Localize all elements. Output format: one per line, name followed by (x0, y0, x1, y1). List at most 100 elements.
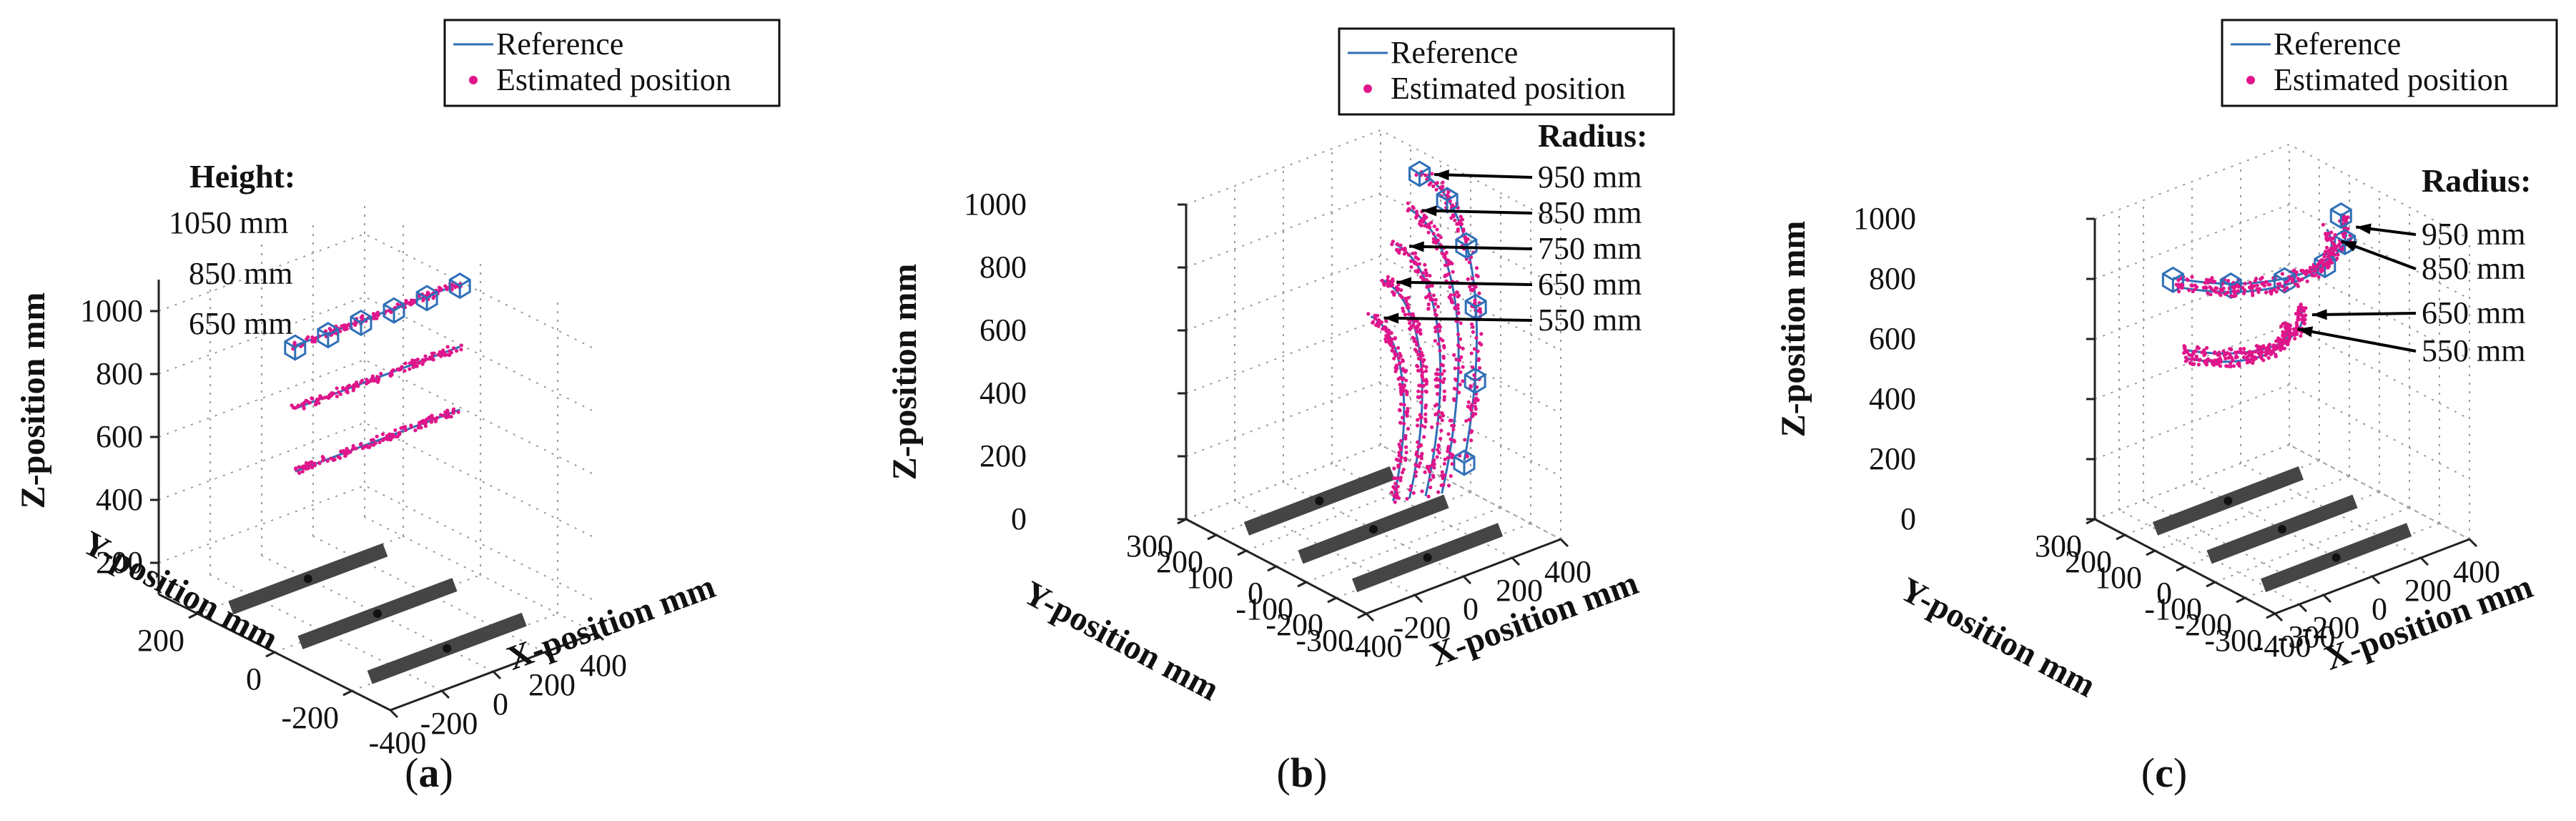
estimated-point (1435, 392, 1440, 396)
y-tick-label: 0 (246, 662, 262, 697)
estimated-point (1421, 353, 1425, 358)
estimated-point (1472, 347, 1476, 351)
estimated-point (2324, 232, 2328, 237)
x-tick-label: 400 (2453, 554, 2500, 589)
estimated-point (1430, 172, 1434, 176)
estimated-point (2209, 292, 2213, 297)
estimated-point (1414, 210, 1419, 214)
estimated-point (1432, 224, 1436, 229)
estimated-point (1449, 260, 1453, 265)
estimated-point (1398, 478, 1403, 483)
estimated-point (2188, 360, 2192, 365)
estimated-point (1449, 299, 1454, 303)
estimated-point (1386, 278, 1390, 282)
y-tick-label: -200 (2174, 607, 2232, 642)
estimated-point (2203, 280, 2207, 285)
y-tick-label: 200 (2065, 544, 2112, 579)
annotation-label: 550 mm (1538, 303, 1642, 338)
estimated-point (1386, 328, 1391, 333)
estimated-point (1441, 380, 1446, 385)
z-tick-label: 1000 (1853, 201, 1916, 236)
estimated-point (2314, 265, 2319, 269)
estimated-point (1398, 354, 1403, 358)
estimated-point (1458, 222, 1462, 227)
estimated-point (2226, 279, 2231, 283)
annotation-group-c: Radius: 950 mm 850 mm 650 mm 550 mm (2422, 162, 2531, 368)
estimated-point (2310, 273, 2314, 277)
estimated-point (1423, 470, 1427, 474)
estimated-point (1425, 285, 1429, 289)
estimated-point (2286, 343, 2290, 347)
estimated-point (1431, 475, 1436, 479)
estimated-point (2267, 350, 2271, 354)
estimated-point (1423, 425, 1427, 429)
estimated-point (2331, 245, 2336, 250)
estimated-point (1424, 365, 1428, 369)
estimated-point (1438, 337, 1443, 341)
pose-marker (2329, 202, 2352, 230)
estimated-point (1471, 414, 1475, 418)
z-tick-label: 800 (1869, 261, 1916, 296)
annotation-label: 650 mm (2422, 295, 2525, 330)
estimated-point (1400, 416, 1405, 420)
estimated-point (1479, 343, 1484, 347)
y-tick-label: 100 (1186, 560, 1233, 595)
estimated-point (359, 380, 363, 385)
estimated-point (2318, 260, 2322, 265)
estimated-point (2174, 282, 2178, 287)
estimated-point (1396, 476, 1400, 481)
estimated-point (1382, 282, 1386, 287)
estimated-point (2206, 358, 2210, 362)
estimated-point (2299, 268, 2304, 272)
estimated-point (1416, 395, 1421, 400)
x-tick (2419, 556, 2429, 566)
grid-line (1185, 318, 1561, 414)
estimated-point (1390, 242, 1394, 247)
estimated-point (1467, 260, 1472, 265)
estimated-point (2333, 232, 2337, 237)
estimated-point (1419, 223, 1423, 227)
estimated-point (1433, 325, 1438, 330)
estimated-point (1421, 378, 1426, 383)
panel-label-letter: c (2155, 749, 2173, 796)
estimated-point (2256, 290, 2261, 295)
estimated-point (1411, 491, 1416, 495)
estimated-point (1431, 232, 1436, 236)
estimated-point (2266, 282, 2271, 287)
estimated-point (1470, 365, 1475, 370)
estimated-point (342, 328, 347, 332)
estimated-point (1423, 262, 1427, 267)
x-tick (1413, 594, 1423, 604)
estimated-point (1451, 270, 1455, 274)
x-tick (492, 670, 502, 680)
estimated-point (1398, 476, 1403, 480)
estimated-point (2219, 287, 2223, 292)
estimated-point (1418, 461, 1422, 466)
estimated-point (2253, 350, 2257, 354)
estimated-point (1421, 220, 1425, 224)
y-tick (1267, 565, 1277, 572)
estimated-point (1416, 389, 1421, 393)
estimated-point (1446, 456, 1450, 460)
estimated-point (1446, 446, 1451, 451)
estimated-point (2249, 286, 2253, 290)
estimated-point (1419, 415, 1423, 420)
grid-line (1185, 444, 1381, 520)
estimated-point (2226, 355, 2231, 360)
x-tick (1365, 612, 1375, 622)
estimated-point (310, 340, 315, 344)
estimated-point (2274, 339, 2279, 343)
estimated-point (2255, 283, 2259, 287)
grid-line (1245, 476, 1441, 551)
estimated-point (1439, 428, 1444, 433)
estimated-point (375, 375, 380, 379)
estimated-point (1406, 295, 1411, 300)
estimated-point (1436, 233, 1441, 237)
estimated-point (2326, 255, 2330, 259)
estimated-point (1445, 193, 1449, 197)
estimated-point (1373, 313, 1377, 318)
z-tick-label: 600 (96, 419, 143, 454)
estimated-point (1459, 370, 1463, 375)
estimated-point (2264, 280, 2269, 284)
y-tick (2206, 581, 2216, 588)
